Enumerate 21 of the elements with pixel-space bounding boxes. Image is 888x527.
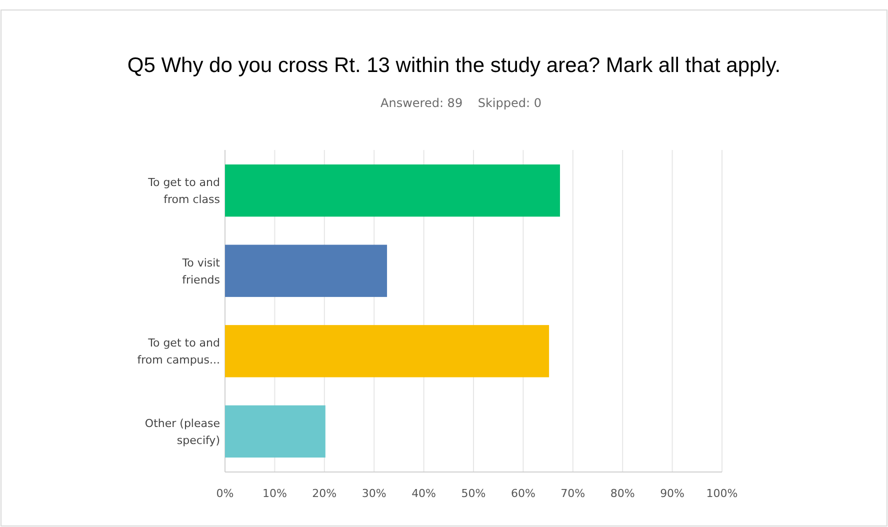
x-tick-label: 20% xyxy=(312,487,337,500)
bar xyxy=(225,325,550,378)
chart-title: Q5 Why do you cross Rt. 13 within the study area? Mark all that apply. xyxy=(127,54,781,77)
y-tick-label: To get to and from class xyxy=(147,176,220,206)
x-tick-label: 80% xyxy=(610,487,635,500)
bar xyxy=(225,164,560,217)
y-tick-label: To get to and from campus... xyxy=(137,336,220,367)
x-tick-label: 100% xyxy=(706,487,738,500)
x-tick-label: 40% xyxy=(412,487,436,500)
x-tick-label: 60% xyxy=(510,487,536,500)
x-tick-label: 0% xyxy=(216,487,234,500)
bar xyxy=(225,405,326,458)
x-tick-label: 30% xyxy=(362,487,386,500)
chart-subtitle: Answered: 89 Skipped: 0 xyxy=(380,96,542,110)
x-tick-label: 70% xyxy=(560,487,586,500)
x-tick-label: 90% xyxy=(660,487,685,500)
x-tick-label: 50% xyxy=(461,487,486,500)
x-tick-label: 10% xyxy=(262,487,287,500)
y-tick-label: Other (please specify) xyxy=(144,416,220,447)
y-tick-label: To visit friends xyxy=(181,256,221,286)
bar xyxy=(225,244,388,297)
